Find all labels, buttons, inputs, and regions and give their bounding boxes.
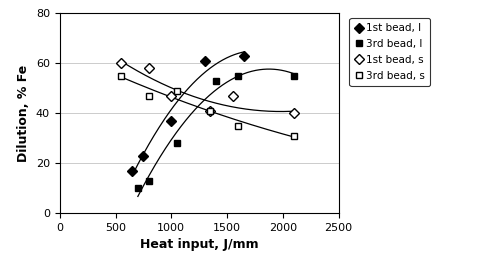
Legend: 1st bead, I, 3rd bead, I, 1st bead, s, 3rd bead, s: 1st bead, I, 3rd bead, I, 1st bead, s, 3… [350,18,430,86]
Y-axis label: Dilution, % Fe: Dilution, % Fe [17,64,30,162]
X-axis label: Heat input, J/mm: Heat input, J/mm [140,238,258,251]
